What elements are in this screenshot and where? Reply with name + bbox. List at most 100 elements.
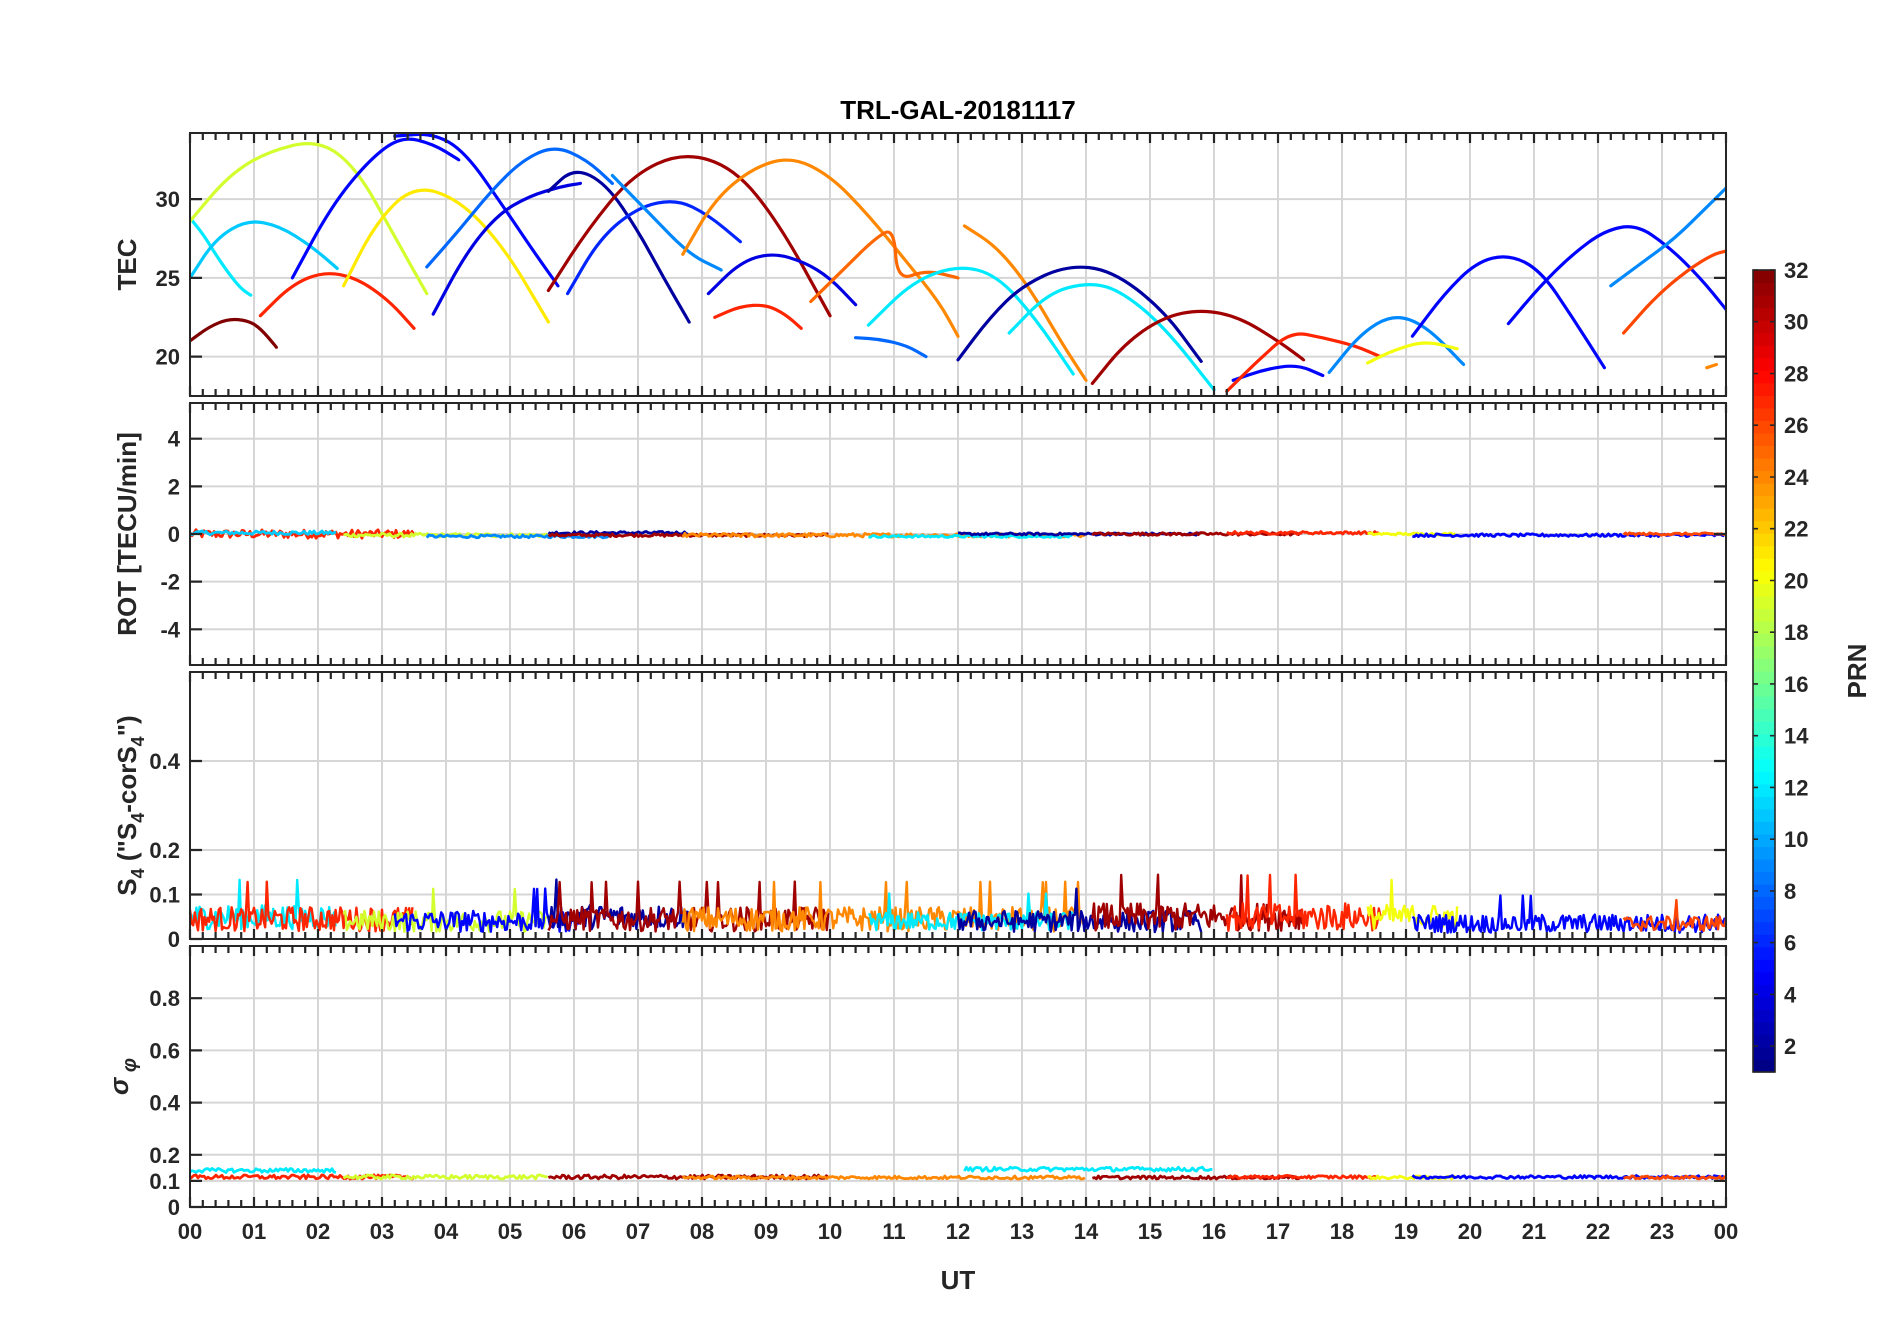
x-tick-label: 03 [370, 1219, 394, 1244]
tec-arc-prn-4 [431, 181, 582, 316]
colorbar-swatch [1753, 282, 1775, 296]
colorbar-tick-label: 8 [1784, 879, 1796, 904]
panel-s4: 00.10.20.4S4 ("S4-corS4") [112, 671, 1728, 952]
y-ticks-sigma [190, 997, 1726, 1209]
x-tick-label: 00 [178, 1219, 202, 1244]
colorbar-tick-label: 28 [1784, 361, 1808, 386]
y-tick-label: 0 [168, 927, 180, 952]
colorbar-swatch [1753, 683, 1775, 697]
tec-arc-prn-31 [1090, 309, 1306, 385]
x-ticks-tec [188, 133, 1728, 396]
rot-series-prn-12 [868, 533, 1073, 539]
colorbar-swatch [1753, 445, 1775, 459]
y-tick-label: 2 [168, 474, 180, 499]
colorbar-label: PRN [1842, 644, 1872, 699]
colorbar-swatch [1753, 382, 1775, 396]
x-tick-label: 05 [498, 1219, 522, 1244]
colorbar-swatch [1753, 733, 1775, 747]
colorbar-swatch [1753, 533, 1775, 547]
colorbar-swatch [1753, 984, 1775, 998]
rot-series-prn-11 [190, 529, 337, 537]
colorbar-swatch [1753, 395, 1775, 409]
y-axis-label-text: TEC [112, 238, 142, 290]
y-tick-label: 20 [156, 345, 180, 370]
s4-series-prn-26 [1622, 898, 1726, 932]
x-tick-label: 18 [1330, 1219, 1354, 1244]
colorbar-swatch [1753, 645, 1775, 660]
colorbar-tick-label: 16 [1784, 672, 1808, 697]
colorbar-swatch [1753, 1034, 1775, 1048]
x-tick-label: 08 [690, 1219, 714, 1244]
colorbar-swatch [1753, 746, 1775, 760]
x-tick-label: 21 [1522, 1219, 1546, 1244]
colorbar-swatch [1753, 420, 1775, 434]
y-axis-label-rot: ROT [TECU/min] [112, 432, 142, 636]
panel-tec: 20 25 30 TEC [112, 132, 1728, 397]
tec-arc-prn-21 [342, 188, 550, 324]
tec-arc-prn-27 [258, 272, 416, 330]
colorbar-swatch [1753, 959, 1775, 973]
colorbar-swatch [1753, 796, 1775, 810]
colorbar-swatch [1753, 758, 1775, 772]
y-tick-label: 0.6 [149, 1038, 180, 1063]
tec-arc-prn-5 [1410, 255, 1606, 370]
y-tick-label: 4 [168, 427, 181, 452]
y-tick-label: 0.1 [149, 1169, 180, 1194]
colorbar-swatch [1753, 407, 1775, 421]
y-tick-label: 0 [168, 1195, 180, 1220]
tec-arc-prn-26 [1622, 249, 1726, 335]
colorbar-swatch [1753, 971, 1775, 985]
colorbar-swatch [1753, 545, 1775, 559]
colorbar-swatch [1753, 307, 1775, 321]
x-tick-label: 12 [946, 1219, 970, 1244]
tec-arc-prn-27 [713, 303, 803, 330]
tec-arc-prn-12 [190, 216, 253, 297]
colorbar-swatch [1753, 721, 1775, 735]
y-tick-label: 0.1 [149, 883, 180, 908]
colorbar-swatch [1753, 583, 1775, 597]
tec-arc-prn-31 [546, 155, 832, 318]
data-s4 [190, 873, 1726, 934]
colorbar-swatch [1753, 320, 1775, 334]
tec-arc-prn-32 [190, 317, 278, 349]
colorbar-swatch [1753, 808, 1775, 822]
x-tick-label: 13 [1010, 1219, 1034, 1244]
x-ticks-sigma [188, 946, 1728, 1207]
colorbar-tick-label: 18 [1784, 620, 1808, 645]
x-tick-label: 06 [562, 1219, 586, 1244]
colorbar-swatch [1753, 457, 1775, 472]
tec-arc-prn-5 [1506, 225, 1726, 326]
tec-arc-prn-5 [290, 137, 461, 280]
colorbar-swatch [1753, 934, 1775, 948]
colorbar-swatch [1753, 946, 1775, 960]
y-ticks-tec [190, 198, 1726, 358]
colorbar-swatch [1753, 270, 1775, 284]
x-tick-label: 16 [1202, 1219, 1226, 1244]
tec-arc-prn-2 [546, 170, 691, 324]
y-axis-label-text: ROT [TECU/min] [112, 432, 142, 636]
x-ticks-rot [188, 403, 1728, 665]
colorbar-swatch [1753, 558, 1775, 572]
colorbar-swatch [1753, 884, 1775, 898]
colorbar-tick-label: 30 [1784, 310, 1808, 335]
x-tick-label: 17 [1266, 1219, 1290, 1244]
colorbar-swatch [1753, 783, 1775, 797]
x-tick-label: 02 [306, 1219, 330, 1244]
colorbar-swatch [1753, 871, 1775, 885]
colorbar-swatch [1753, 671, 1775, 685]
colorbar-swatch [1753, 1046, 1775, 1061]
colorbar-tick-label: 26 [1784, 413, 1808, 438]
colorbar-swatch [1753, 1009, 1775, 1023]
x-tick-label: 19 [1394, 1219, 1418, 1244]
s4-series-prn-27 [1225, 873, 1382, 932]
colorbar-tick-label: 12 [1784, 775, 1808, 800]
colorbar-swatch [1753, 620, 1775, 635]
colorbar-swatch [1753, 495, 1775, 509]
rot-series-prn-9 [425, 533, 612, 540]
colorbar-swatch [1753, 508, 1775, 522]
chart-title: TRL-GAL-20181117 [840, 95, 1076, 125]
sigma-series-prn-19 [342, 1173, 549, 1181]
tec-arc-prn-12 [1007, 283, 1216, 392]
sigma-series-prn-24 [681, 1174, 1086, 1181]
